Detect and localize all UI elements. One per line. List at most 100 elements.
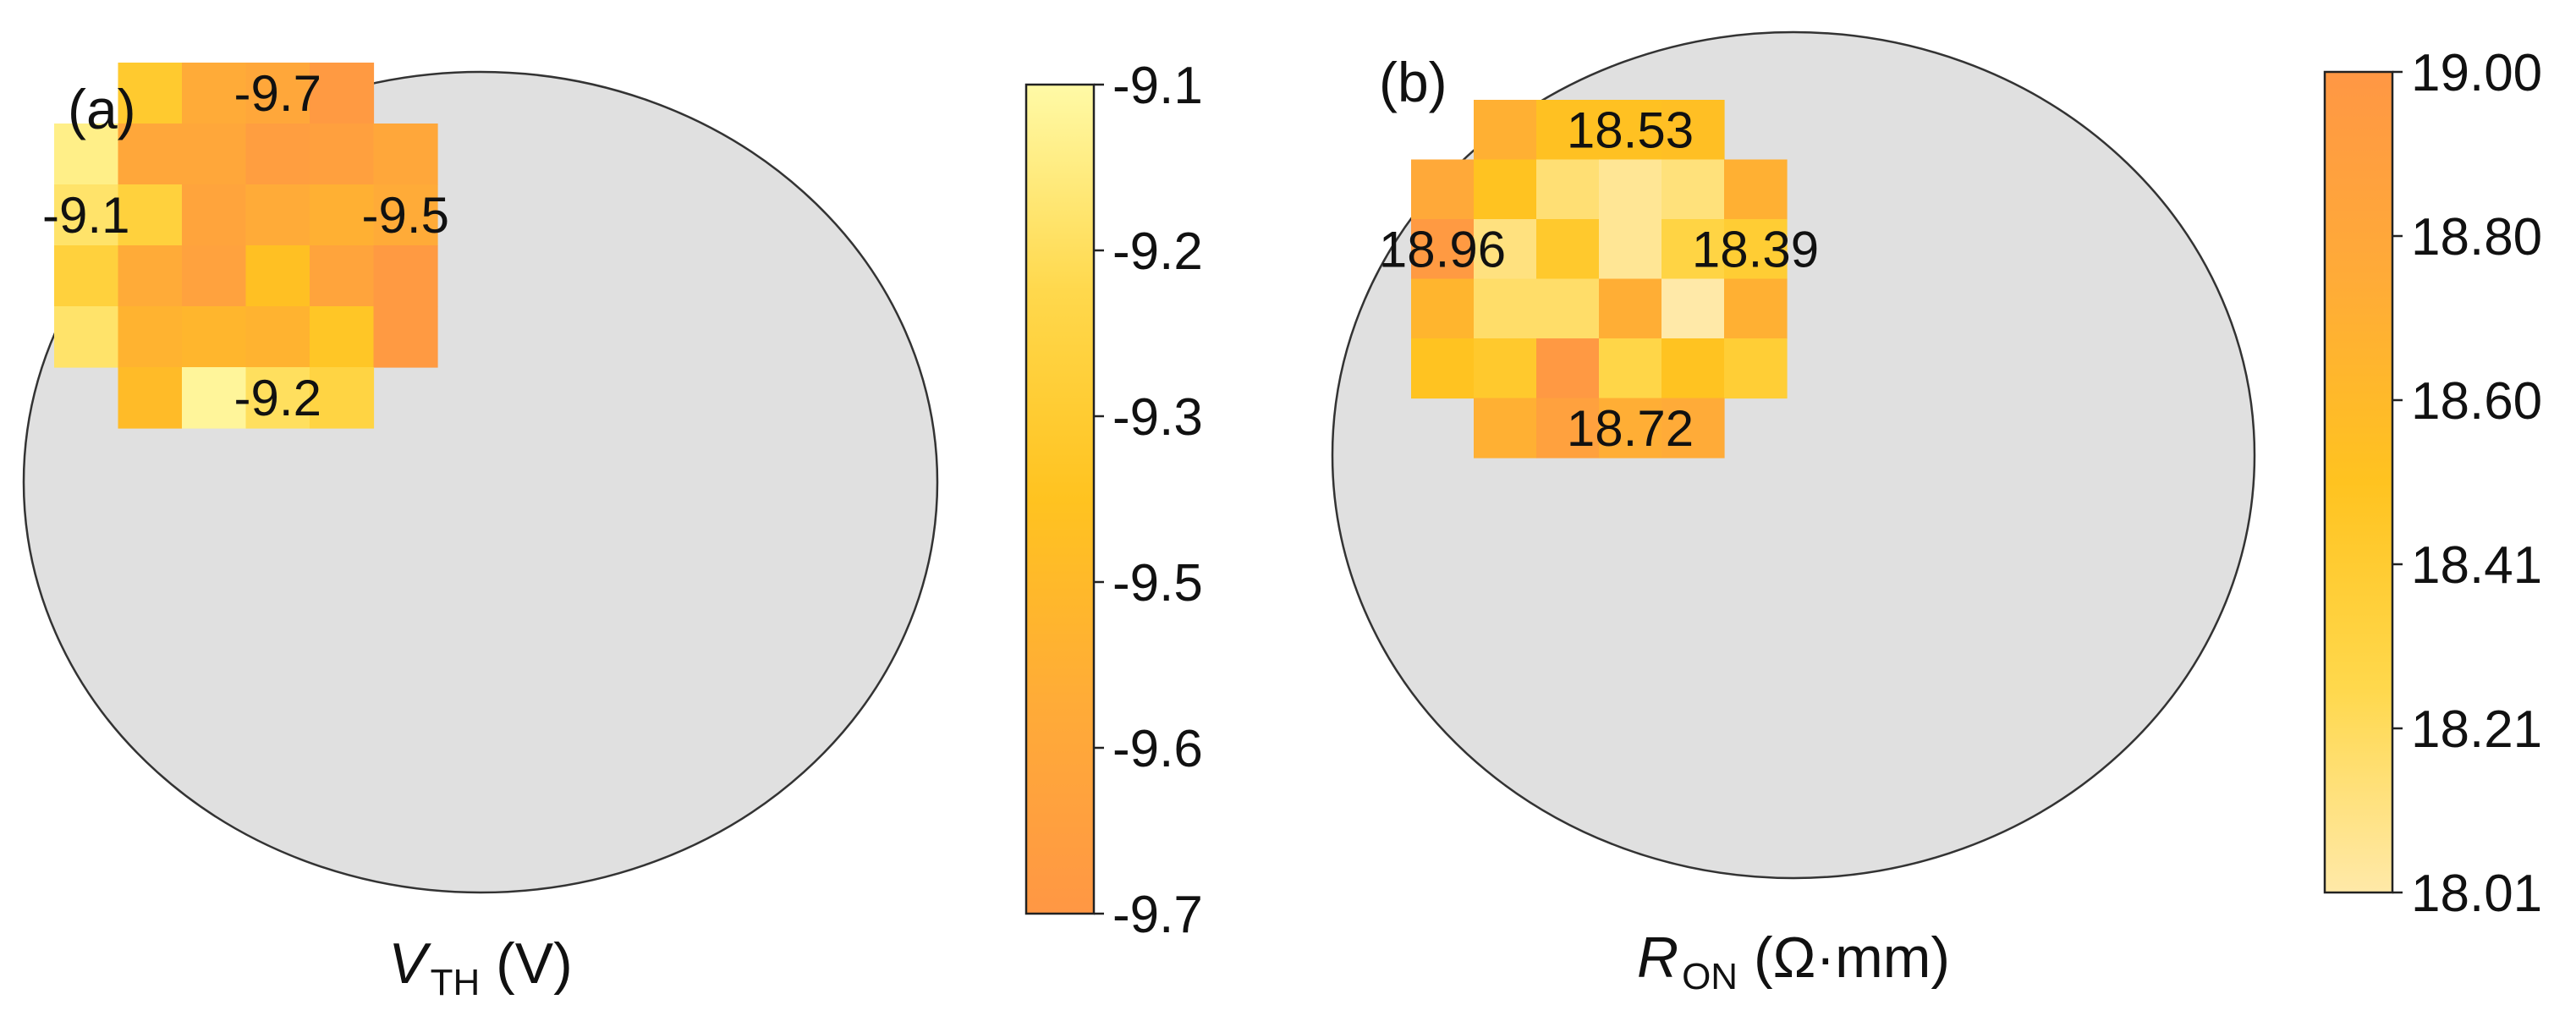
colorbar-tick-label-a-2: -9.3 [1112,388,1203,447]
axis-title-b-unit: (Ω·mm) [1738,925,1950,990]
colorbar-tick-label-a-3: -9.5 [1112,554,1203,612]
heatmap-cell-r4-c3 [1599,338,1662,399]
heatmap-cell-r2-c4 [1661,219,1725,280]
colorbar-tick-label-b-0: 19.00 [2411,44,2542,102]
heatmap-cell-r5-c4 [310,367,375,429]
heatmap-cell-r4-c1 [118,306,183,368]
cell-annotations-a: -9.7 -9.1 -9.5 -9.2 [42,65,449,426]
heatmap-cell-r1-c2 [182,124,247,185]
heatmap-cell-r4-c4 [310,306,375,368]
cell-annotation-b-2: 18.39 [1692,221,1819,277]
colorbar-tick-label-a-0: -9.1 [1112,57,1203,115]
heatmap-cell-r1-c1 [1474,159,1537,220]
heatmap-cell-r1-c3 [1599,159,1662,220]
heatmap-cell-r2-c3 [1599,219,1662,280]
panel-label-b: (b) [1379,51,1447,113]
heatmap-cell-r3-c1 [1474,278,1537,339]
heatmap-cell-r1-c3 [245,124,310,185]
axis-title-b-sub: ON [1682,956,1738,997]
heatmap-cell-r4-c0 [54,306,119,368]
heatmap-cell-r1-c5 [1724,159,1788,220]
heatmap-cell-r3-c1 [118,245,183,307]
cell-annotation-b-0: 18.53 [1567,102,1694,158]
heatmap-cells-b [1411,100,1788,459]
heatmap-cell-r4-c3 [245,306,310,368]
heatmap-cell-r5-c2 [182,367,247,429]
axis-title-a: VTH (V) [388,931,573,1003]
colorbar-ticks-b: 19.00 18.80 18.60 18.41 18.21 18.01 [2392,44,2542,923]
heatmap-cell-r0-c1 [1474,100,1537,161]
heatmap-cell-r0-c2 [1536,100,1600,161]
heatmap-cell-r5-c3 [245,367,310,429]
colorbar-tick-label-a-4: -9.6 [1112,720,1203,778]
colorbar-a [1024,83,1096,915]
cell-annotation-b-3: 18.72 [1567,400,1694,457]
heatmap-cell-r2-c3 [245,184,310,246]
panel-b-ron-map: 18.53 18.96 18.39 18.72 (b) RON (Ω·mm) 19.0… [1331,30,2542,997]
wafer-b-outline [1331,30,2256,880]
heatmap-cell-r3-c4 [310,245,375,307]
cell-annotation-a-0: -9.7 [234,65,321,122]
colorbar-ticks-a: -9.1 -9.2 -9.3 -9.5 -9.6 -9.7 [1094,57,1203,944]
heatmap-cell-r0-c4 [1661,100,1725,161]
heatmap-cell-r3-c4 [1661,278,1725,339]
heatmap-cell-r5-c2 [1536,398,1600,459]
axis-title-a-sub: TH [431,962,481,1003]
heatmap-cell-r2-c5 [1724,219,1788,280]
colorbar-tick-label-b-5: 18.01 [2411,865,2542,923]
cell-annotations-b: 18.53 18.96 18.39 18.72 [1379,102,1819,457]
colorbar-tick-label-b-3: 18.41 [2411,536,2542,595]
heatmap-cell-r2-c0 [1411,219,1475,280]
heatmap-cell-r3-c3 [245,245,310,307]
heatmap-cell-r3-c5 [373,245,438,307]
colorbar-tick-label-b-2: 18.60 [2411,372,2542,431]
heatmap-cell-r0-c3 [1599,100,1662,161]
colorbar-tick-label-b-4: 18.21 [2411,700,2542,759]
heatmap-cell-r4-c0 [1411,338,1475,399]
axis-title-a-unit: (V) [480,931,573,996]
heatmap-cells-a [54,63,438,429]
heatmap-cell-r2-c2 [1536,219,1600,280]
heatmap-cell-r5-c1 [1474,398,1537,459]
heatmap-cell-r0-c2 [182,63,247,124]
heatmap-cell-r4-c4 [1661,338,1725,399]
heatmap-cell-r0-c4 [310,63,375,124]
panel-label-a: (a) [68,78,136,140]
heatmap-cell-r5-c3 [1599,398,1662,459]
cell-annotation-b-1: 18.96 [1379,221,1506,277]
cell-annotation-a-1: -9.1 [42,187,129,244]
heatmap-cell-r2-c1 [1474,219,1537,280]
axis-title-b-main: R [1637,925,1678,990]
heatmap-cell-r2-c1 [118,184,183,246]
heatmap-cell-r2-c2 [182,184,247,246]
heatmap-cell-r4-c2 [1536,338,1600,399]
colorbar-tick-label-a-5: -9.7 [1112,886,1203,944]
heatmap-cell-r4-c2 [182,306,247,368]
heatmap-cell-r3-c0 [1411,278,1475,339]
heatmap-cell-r3-c2 [1536,278,1600,339]
heatmap-cell-r1-c1 [118,124,183,185]
heatmap-cell-r3-c3 [1599,278,1662,339]
axis-title-a-main: V [388,931,431,996]
heatmap-cell-r0-c1 [118,63,183,124]
heatmap-cell-r3-c2 [182,245,247,307]
heatmap-cell-r3-c5 [1724,278,1788,339]
heatmap-cell-r0-c3 [245,63,310,124]
cell-annotation-a-3: -9.2 [234,370,321,426]
heatmap-cell-r2-c5 [373,184,438,246]
cell-annotation-a-2: -9.5 [362,187,449,244]
colorbar-b [2323,70,2394,894]
heatmap-cell-r1-c5 [373,124,438,185]
heatmap-cell-r4-c5 [1724,338,1788,399]
heatmap-cell-r1-c0 [54,124,119,185]
heatmap-cell-r4-c1 [1474,338,1537,399]
heatmap-cell-r4-c5 [373,306,438,368]
heatmap-cell-r3-c0 [54,245,119,307]
panel-a-vth-map: -9.7 -9.1 -9.5 -9.2 (a) VTH (V) -9.1 -9.2 -9.… [22,57,1203,1003]
heatmap-cell-r1-c4 [1661,159,1725,220]
axis-title-b: RON (Ω·mm) [1637,925,1950,997]
heatmap-cell-r2-c0 [54,184,119,246]
heatmap-cell-r1-c4 [310,124,375,185]
heatmap-cell-r1-c2 [1536,159,1600,220]
